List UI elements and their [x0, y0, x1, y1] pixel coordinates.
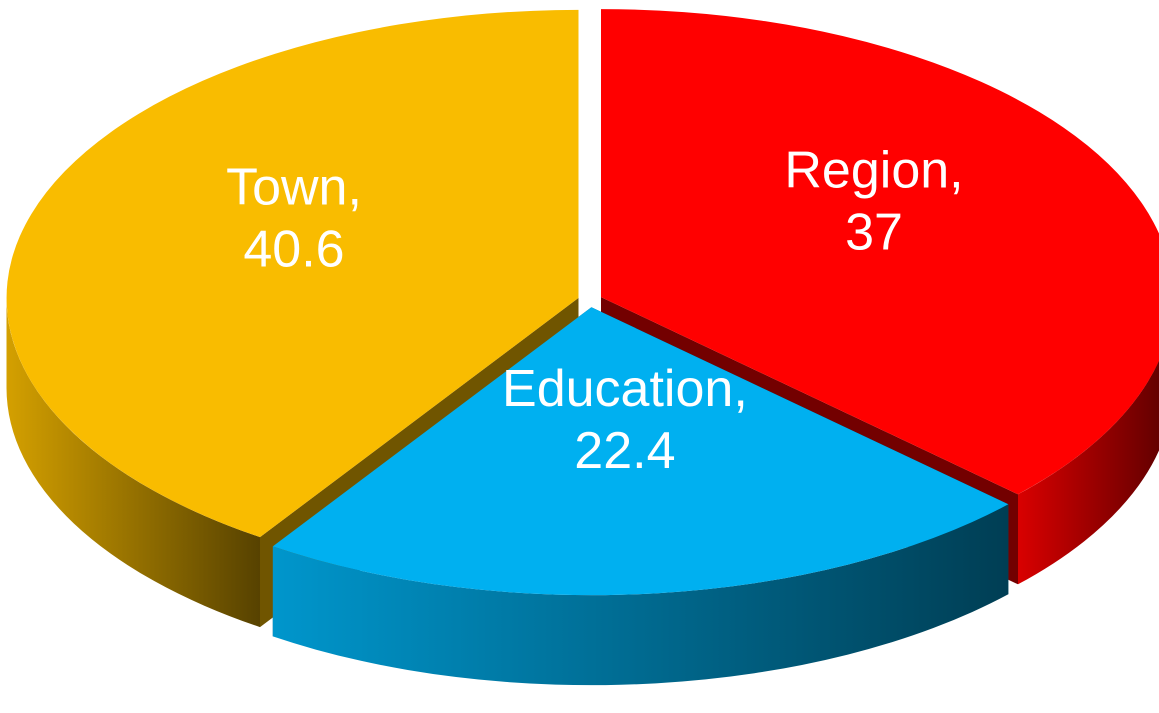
slice [272, 307, 1009, 596]
label-separator: , [949, 142, 963, 200]
label-category: Education [502, 360, 733, 418]
label-category: Region [784, 142, 949, 200]
slice-wall [6, 297, 260, 628]
data-label: Town, [226, 158, 362, 216]
label-value: 40.6 [243, 220, 344, 278]
slice [6, 9, 579, 538]
data-label: Education, [502, 360, 748, 418]
label-category: Town [226, 158, 347, 216]
slice [601, 9, 1159, 495]
label-separator: , [733, 360, 747, 418]
data-label: Region, [784, 142, 963, 200]
slice-wall [272, 504, 1009, 686]
label-value: 37 [845, 204, 903, 262]
label-value: 22.4 [574, 422, 675, 480]
slice-wall [1018, 360, 1159, 585]
label-separator: , [347, 158, 361, 216]
